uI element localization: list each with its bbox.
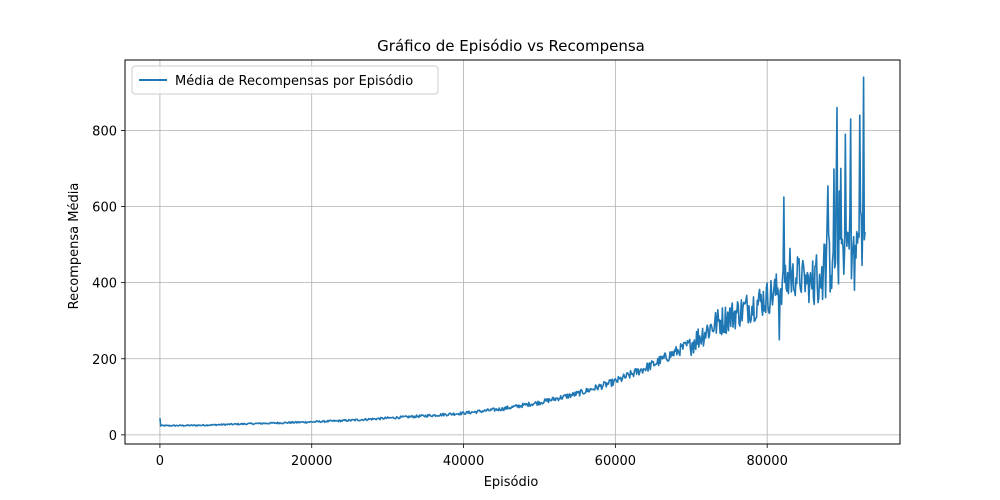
- y-tick-label: 0: [109, 429, 117, 444]
- legend: Média de Recompensas por Episódio: [131, 65, 439, 95]
- chart-title: Gráfico de Episódio vs Recompensa: [377, 37, 645, 55]
- series-line-media-recompensas: [159, 76, 866, 427]
- series-layer: [159, 76, 866, 427]
- y-tick-label: 800: [92, 124, 117, 139]
- x-axis-ticks: 0 20000 40000 60000 80000: [156, 444, 788, 469]
- x-tick-label: 60000: [595, 454, 636, 469]
- legend-box: [131, 65, 439, 95]
- y-axis-ticks: 0 200 400 600 800: [92, 124, 125, 444]
- legend-label: Média de Recompensas por Episódio: [175, 74, 413, 89]
- plot-frame: [124, 59, 901, 445]
- x-axis-label: Episódio: [484, 475, 539, 490]
- plot-area: [125, 60, 900, 444]
- y-tick-label: 600: [92, 201, 117, 216]
- y-axis-label: Recompensa Média: [67, 183, 82, 310]
- x-tick-label: 80000: [746, 454, 787, 469]
- y-tick-label: 400: [92, 277, 117, 292]
- y-tick-label: 200: [92, 353, 117, 368]
- x-tick-label: 40000: [443, 454, 484, 469]
- x-tick-label: 0: [156, 454, 164, 469]
- x-tick-label: 20000: [291, 454, 332, 469]
